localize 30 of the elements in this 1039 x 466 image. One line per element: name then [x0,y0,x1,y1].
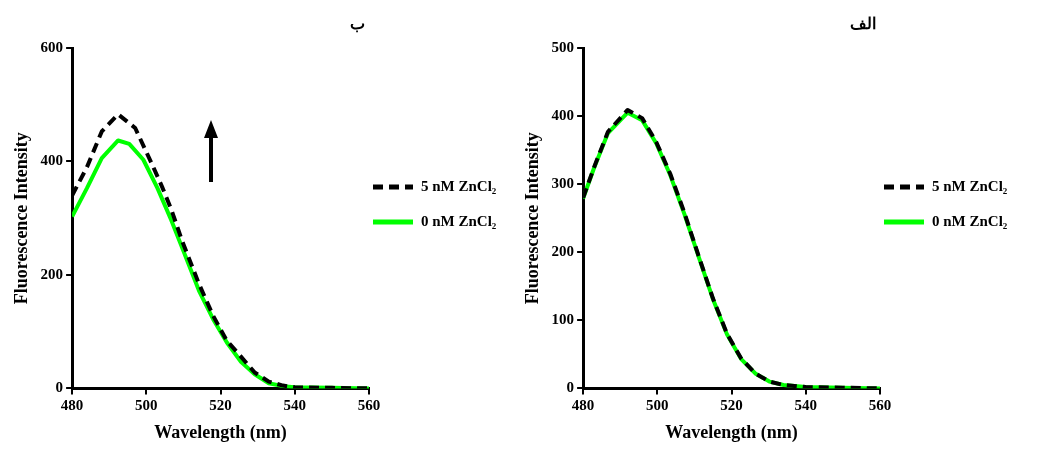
x-tick-label: 500 [135,397,158,414]
x-tick-label: 520 [720,397,743,414]
y-axis-title: Fluorescence Intensity [522,132,543,305]
legend-label: 5 nM ZnCl₂ [932,178,1008,195]
y-tick-label: 200 [40,265,64,282]
y-tick-label: 400 [551,106,575,123]
y-tick-label: 300 [551,175,575,192]
y-tick-label: 200 [551,243,575,260]
y-tick-label: 0 [566,379,575,396]
x-tick-label: 540 [283,397,307,414]
legend-label: 0 nM ZnCl₂ [932,213,1008,230]
y-tick-label: 600 [40,38,64,55]
x-tick-label: 520 [209,397,232,414]
y-tick-label: 100 [551,311,575,328]
x-tick-label: 540 [794,397,818,414]
x-tick-label: 560 [357,397,381,414]
x-tick-label: 480 [571,397,595,414]
legend-label: 5 nM ZnCl₂ [421,178,497,195]
y-axis-title: Fluorescence Intensity [11,132,32,305]
y-tick-label: 400 [40,152,64,169]
legend-label: 0 nM ZnCl₂ [421,213,497,230]
chart-title: الف [850,14,876,33]
x-tick-label: 480 [60,397,84,414]
chart-title: ب [350,14,365,33]
x-axis-title: Wavelength (nm) [154,421,287,443]
y-tick-label: 0 [55,379,64,396]
y-tick-label: 500 [551,38,575,55]
x-tick-label: 560 [868,397,892,414]
x-axis-title: Wavelength (nm) [665,421,798,443]
x-tick-label: 500 [646,397,669,414]
